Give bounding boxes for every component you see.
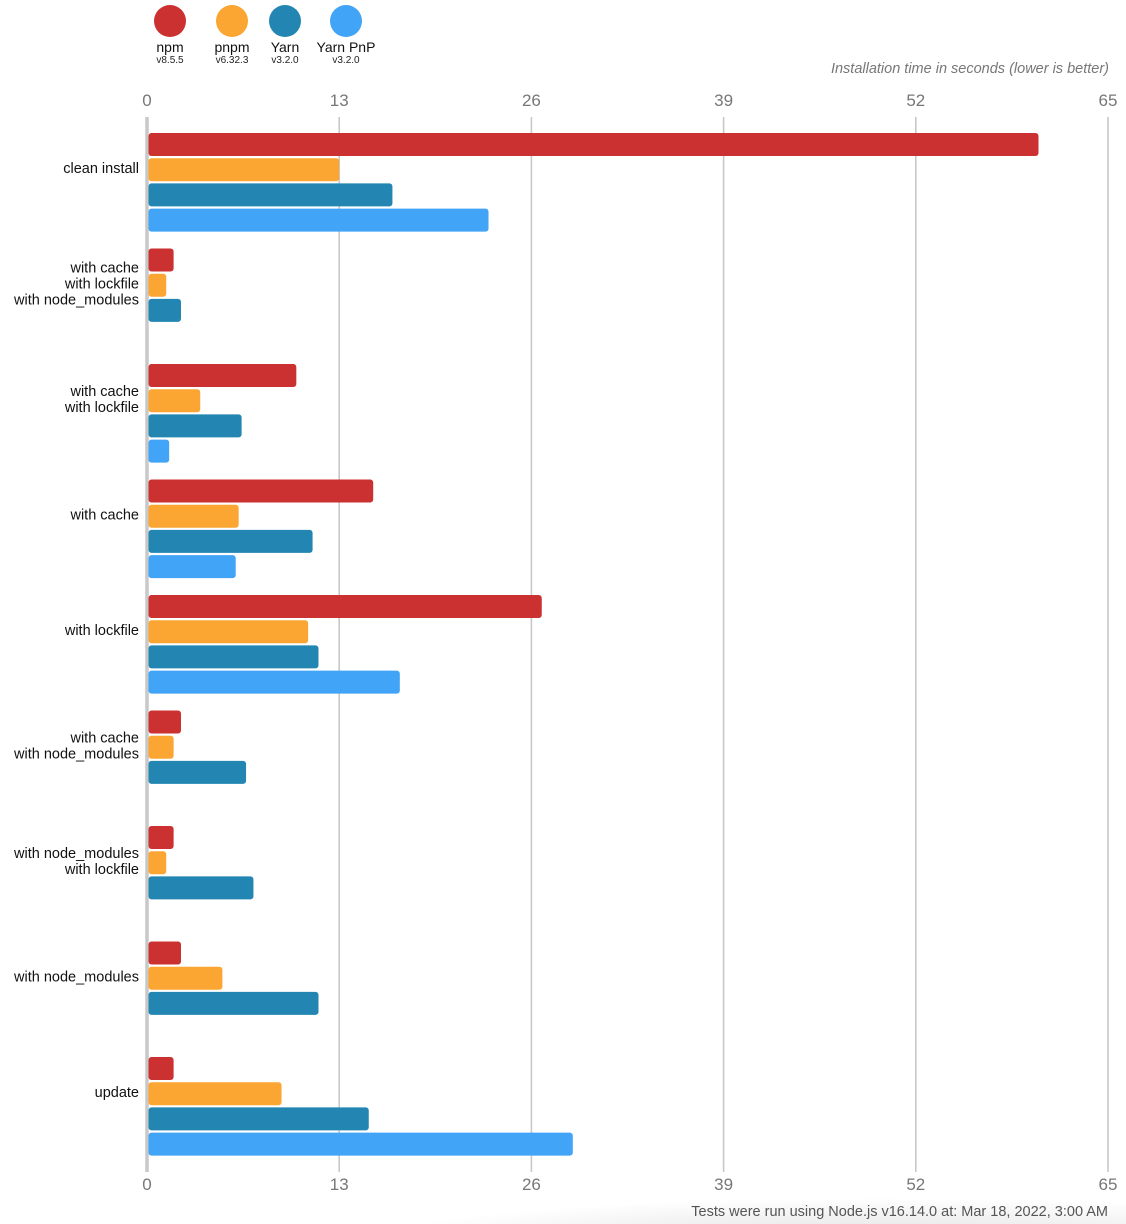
category-label: with node_modules	[13, 292, 139, 308]
bar-pnpm	[148, 158, 340, 182]
x-tick-label-top: 13	[330, 91, 349, 110]
bar-pnpm	[148, 1082, 282, 1106]
legend-name: npm	[156, 39, 184, 55]
legend-swatch-npm	[154, 5, 186, 37]
bar-npm	[148, 941, 182, 965]
category-label: with node_modules	[13, 846, 139, 862]
bar-pnpm	[148, 735, 174, 759]
grid-lines	[145, 117, 1109, 1172]
category-label: with cache	[69, 508, 139, 524]
legend-swatch-yarn	[269, 5, 301, 37]
bar-npm	[148, 1057, 174, 1080]
bar-pnpm	[148, 851, 167, 875]
bar-yarn	[148, 991, 319, 1015]
category-label: clean install	[63, 161, 139, 177]
bar-pnpm	[148, 273, 167, 297]
bar-yarn	[148, 760, 247, 784]
bar-yarn	[148, 414, 242, 438]
x-tick-label-top: 52	[906, 91, 925, 110]
category-label: update	[95, 1085, 139, 1101]
bar-yarn-pnp	[148, 1132, 573, 1156]
axis-title: Installation time in seconds (lower is b…	[830, 61, 1109, 77]
legend-name: pnpm	[214, 39, 250, 55]
x-tick-label-top: 39	[714, 91, 733, 110]
bar-pnpm	[148, 389, 201, 413]
bar-npm	[148, 248, 174, 272]
legend-version: v3.2.0	[271, 55, 299, 66]
bar-npm	[148, 826, 174, 849]
bar-npm	[148, 595, 542, 618]
category-label: with lockfile	[64, 623, 139, 639]
legend-item-npm[interactable]: npm v8.5.5	[140, 4, 200, 67]
legend-item-yarn[interactable]: Yarn v3.2.0	[255, 4, 315, 67]
category-label: with cache	[69, 731, 139, 747]
legend: npm v8.5.5 pnpm v6.32.3 Yarn v3.2.0 Yarn…	[140, 4, 400, 74]
bars	[148, 133, 1039, 1156]
category-label: with node_modules	[13, 746, 139, 762]
bar-yarn-pnp	[148, 439, 170, 463]
bar-yarn	[148, 1107, 369, 1131]
bar-yarn	[148, 298, 182, 322]
footer-text: Tests were run using Node.js v16.14.0 at…	[691, 1204, 1108, 1220]
bar-pnpm	[148, 966, 223, 990]
bar-yarn	[148, 645, 319, 669]
category-label: with lockfile	[64, 277, 139, 293]
legend-name: Yarn PnP	[316, 39, 376, 55]
bar-yarn-pnp	[148, 670, 400, 694]
bar-npm	[148, 133, 1039, 156]
category-label: with lockfile	[64, 862, 139, 878]
legend-version: v8.5.5	[156, 55, 184, 66]
category-label: with cache	[69, 261, 139, 277]
legend-item-yarn-pnp[interactable]: Yarn PnP v3.2.0	[316, 4, 376, 67]
category-label: with node_modules	[13, 970, 139, 986]
category-label: with cache	[69, 384, 139, 400]
legend-swatch-yarn-pnp	[330, 5, 362, 37]
x-tick-label-top: 0	[142, 91, 151, 110]
top-axis-ticks: 0 13 26 39 52 65	[142, 91, 1117, 110]
category-label: with lockfile	[64, 400, 139, 416]
bar-npm	[148, 364, 297, 387]
bar-yarn-pnp	[148, 208, 489, 232]
bar-npm	[148, 710, 182, 734]
bar-pnpm	[148, 620, 309, 644]
legend-item-pnpm[interactable]: pnpm v6.32.3	[202, 4, 262, 67]
footer: Tests were run using Node.js v16.14.0 at…	[0, 1184, 1126, 1224]
legend-version: v3.2.0	[332, 55, 360, 66]
bar-npm	[148, 479, 374, 503]
legend-version: v6.32.3	[215, 55, 249, 66]
legend-swatch-pnpm	[216, 5, 248, 37]
bar-pnpm	[148, 504, 239, 528]
x-tick-label-top: 26	[522, 91, 541, 110]
x-tick-label-top: 65	[1099, 91, 1118, 110]
bar-yarn	[148, 183, 393, 207]
bar-yarn-pnp	[148, 555, 236, 579]
bar-yarn	[148, 876, 254, 900]
legend-name: Yarn	[270, 39, 300, 55]
bar-yarn	[148, 529, 313, 553]
